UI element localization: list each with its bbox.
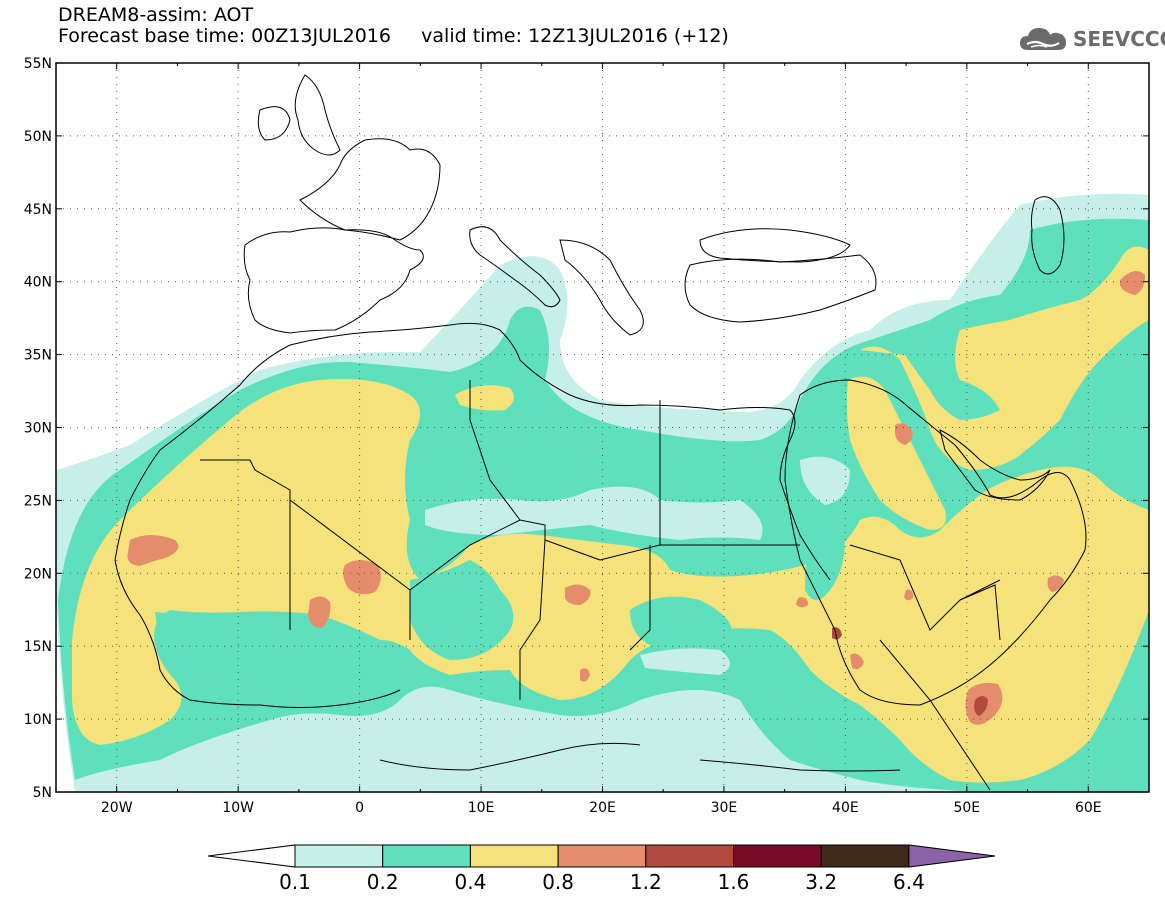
lat-label: 10N	[24, 712, 52, 728]
legend-color-box	[645, 844, 734, 868]
lat-label: 40N	[24, 275, 52, 291]
aot-band-0.8	[127, 271, 1145, 725]
legend-color-box	[820, 844, 910, 868]
lat-label: 35N	[24, 348, 52, 364]
lat-label: 20N	[24, 566, 52, 582]
lat-label: 45N	[24, 202, 52, 218]
brand-name: SEEVCCC	[1073, 27, 1165, 51]
forecast-time-subtitle: Forecast base time: 00Z13JUL2016 valid t…	[58, 25, 729, 47]
lon-label: 50E	[953, 800, 980, 816]
aot-band-0.4-west	[72, 379, 1149, 783]
coastlines	[114, 74, 1087, 708]
legend-label: 1.2	[630, 870, 662, 894]
lat-label: 50N	[24, 129, 52, 145]
legend-label: 6.4	[893, 870, 925, 894]
legend-color-box	[294, 844, 384, 868]
lat-label: 5N	[33, 785, 52, 801]
chart-title: DREAM8-assim: AOT	[58, 4, 254, 26]
lon-label: 10W	[222, 800, 254, 816]
lat-label: 55N	[24, 56, 52, 72]
lon-label: 60E	[1075, 800, 1102, 816]
aot-band-0.4-east	[860, 246, 1149, 470]
legend-over-arrow	[908, 844, 996, 868]
lon-label: 20E	[589, 800, 616, 816]
legend-color-box	[733, 844, 822, 868]
lat-label: 30N	[24, 421, 52, 437]
lat-label: 15N	[24, 639, 52, 655]
longitude-axis: 20W 10W 0 10E 20E 30E 40E 50E 60E	[55, 63, 1150, 816]
legend-color-box	[382, 844, 471, 868]
seevccc-logo: SEEVCCC	[1018, 22, 1165, 56]
legend-label: 0.1	[279, 870, 311, 894]
aot-band-1.2	[832, 627, 988, 716]
lon-label: 40E	[832, 800, 859, 816]
legend-label: 3.2	[805, 870, 837, 894]
lon-label: 0	[355, 800, 364, 816]
lon-label: 30E	[711, 800, 738, 816]
legend-label: 1.6	[718, 870, 750, 894]
legend-label: 0.2	[367, 870, 399, 894]
legend-under-arrow	[207, 844, 296, 868]
legend-color-box	[469, 844, 559, 868]
legend-color-box	[557, 844, 647, 868]
aot-legend-colorbar: 0.1 0.2 0.4 0.8 1.2 1.6 3.2 6.4	[207, 844, 996, 894]
latitude-axis: 55N 50N 45N 40N 35N 30N 25N 20N 15N 10N 5N	[24, 56, 1149, 801]
cloud-logo-icon	[1020, 28, 1066, 50]
lat-label: 25N	[24, 493, 52, 509]
lon-label: 20W	[101, 800, 133, 816]
legend-label: 0.4	[454, 870, 486, 894]
lon-label: 10E	[468, 800, 495, 816]
map-gridlines	[56, 63, 1149, 792]
legend-label: 0.8	[542, 870, 574, 894]
